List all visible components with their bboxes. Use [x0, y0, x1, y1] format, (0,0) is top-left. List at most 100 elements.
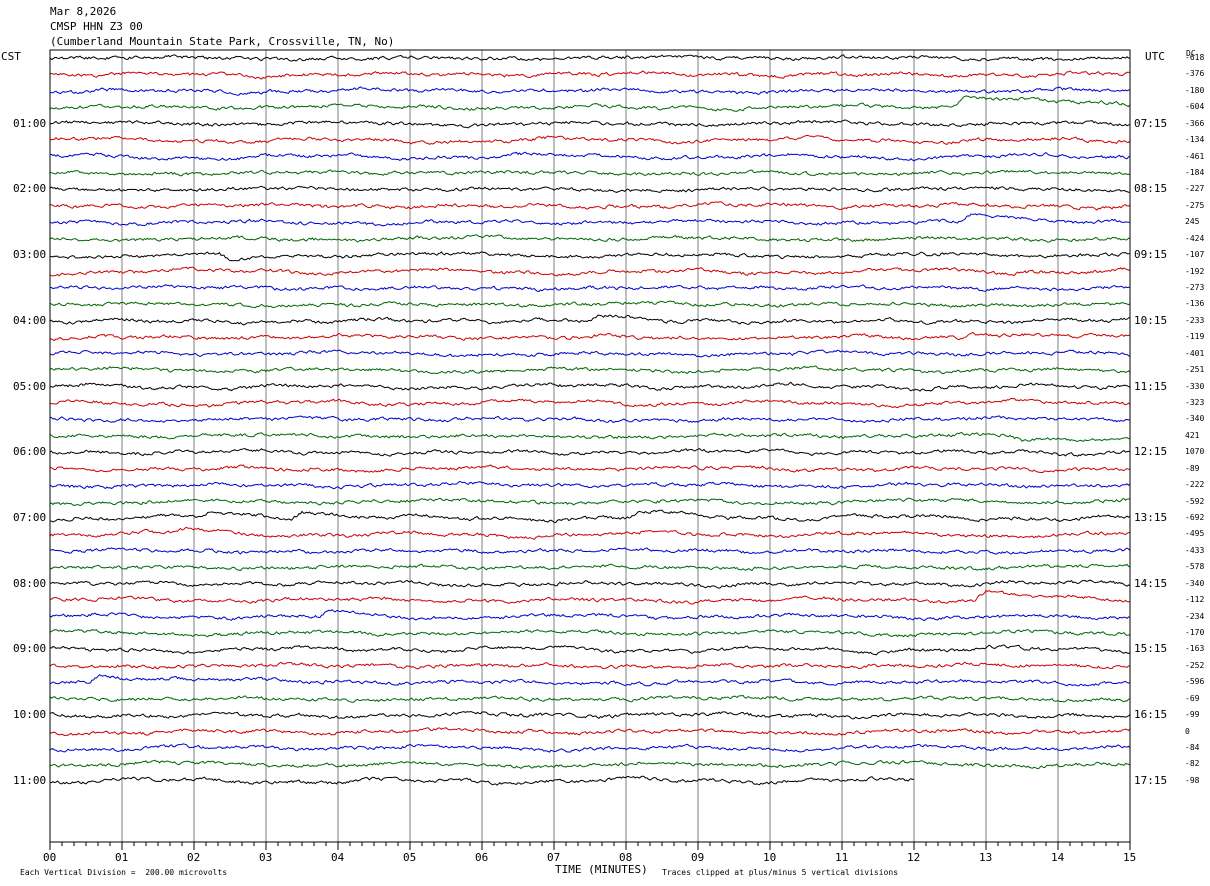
x-tick-label: 09 [691, 851, 705, 864]
trace-row-16 [49, 314, 1131, 326]
trace-row-27 [49, 497, 1131, 507]
dc-offset-label: -424 [1185, 233, 1205, 243]
dc-offset-label: -234 [1185, 611, 1205, 621]
x-tick-label: 04 [331, 851, 345, 864]
dc-offset-label: -252 [1185, 660, 1205, 670]
seismic-traces [49, 54, 1131, 786]
x-tick-label: 14 [1051, 851, 1065, 864]
cst-hour-label: 09:00 [13, 642, 47, 656]
dc-offset-label: -89 [1185, 463, 1200, 473]
utc-hour-label: 14:15 [1134, 576, 1168, 590]
trace-row-12 [49, 251, 1130, 262]
dc-offset-label: -376 [1185, 69, 1205, 79]
cst-hour-label: 08:00 [13, 576, 47, 590]
dc-offset-label: -273 [1185, 283, 1205, 293]
trace-row-0 [49, 54, 1130, 62]
cst-hour-label: 03:00 [13, 248, 47, 262]
trace-row-24 [49, 447, 1131, 457]
dc-offset-label: -366 [1185, 118, 1205, 128]
dc-offset-label: -192 [1185, 266, 1205, 276]
trace-row-35 [49, 628, 1131, 638]
cst-hour-label: 04:00 [13, 313, 47, 327]
dc-offset-label: 1070 [1185, 447, 1205, 457]
dc-offset-label: -340 [1185, 414, 1205, 424]
dc-offset-label: -596 [1185, 677, 1205, 687]
trace-row-9 [49, 201, 1131, 211]
trace-row-41 [49, 727, 1131, 737]
trace-row-2 [49, 86, 1131, 96]
trace-row-39 [49, 694, 1131, 703]
trace-row-22 [49, 415, 1131, 424]
cst-hour-label: 02:00 [13, 182, 47, 196]
right-timezone-label: UTC [1145, 50, 1165, 63]
dc-offset-label: -170 [1185, 628, 1205, 638]
left-timezone-label: CST [1, 50, 21, 63]
dc-offset-label: -433 [1185, 545, 1205, 555]
dc-offset-label: 0 [1185, 726, 1190, 736]
dc-offset-label: -163 [1185, 644, 1205, 654]
trace-row-30 [49, 547, 1131, 555]
x-axis-ticks [49, 842, 1131, 850]
cst-hour-label: 10:00 [13, 708, 47, 722]
dc-offset-label: -184 [1185, 168, 1205, 177]
x-tick-label: 01 [115, 851, 129, 864]
trace-row-5 [49, 134, 1131, 146]
dc-offset-label: -82 [1185, 759, 1200, 769]
trace-row-3 [49, 95, 1131, 112]
dc-offset-label: -604 [1185, 102, 1205, 112]
dc-offset-label: -340 [1185, 578, 1205, 588]
trace-row-13 [49, 266, 1131, 277]
dc-column-header: DC [1186, 49, 1196, 58]
trace-row-43 [49, 759, 1131, 770]
dc-offset-label: -136 [1185, 299, 1205, 309]
dc-offset-label: -134 [1185, 135, 1205, 145]
dc-offset-label: -233 [1185, 315, 1205, 325]
trace-row-40 [49, 711, 1131, 720]
trace-row-20 [50, 381, 1131, 392]
x-tick-label: 07 [547, 851, 561, 864]
trace-row-38 [49, 674, 1131, 687]
trace-row-34 [49, 609, 1131, 622]
x-axis-title: TIME (MINUTES) [555, 863, 648, 876]
trace-row-25 [49, 464, 1131, 474]
trace-row-26 [49, 480, 1131, 490]
trace-row-32 [49, 579, 1131, 589]
utc-hour-label: 16:15 [1134, 708, 1168, 722]
trace-row-29 [49, 526, 1131, 540]
trace-row-21 [49, 397, 1131, 409]
trace-row-11 [49, 234, 1131, 243]
cst-hour-label: 06:00 [13, 445, 47, 459]
dc-offset-label: -618 [1185, 53, 1205, 62]
utc-hour-label: 07:15 [1134, 116, 1168, 130]
dc-offset-label: 245 [1185, 217, 1200, 227]
trace-row-4 [49, 119, 1131, 129]
trace-row-36 [49, 644, 1131, 656]
utc-hour-label: 15:15 [1134, 642, 1168, 656]
dc-offset-label: -227 [1185, 184, 1205, 194]
trace-row-23 [49, 432, 1130, 443]
dc-offset-label: -99 [1185, 710, 1200, 720]
x-tick-label: 00 [43, 851, 57, 864]
trace-row-42 [49, 743, 1131, 753]
dc-offset-label: -222 [1185, 480, 1205, 490]
vertical-division-note: Each Vertical Division = 200.00 microvol… [20, 868, 228, 877]
trace-row-14 [49, 284, 1130, 293]
cst-hour-label: 05:00 [13, 379, 47, 393]
x-tick-label: 03 [259, 851, 273, 864]
trace-row-17 [49, 331, 1131, 342]
station-code: CMSP HHN Z3 00 [50, 20, 143, 33]
trace-row-1 [49, 70, 1131, 80]
x-tick-label: 10 [763, 851, 777, 864]
utc-hour-label: 08:15 [1134, 182, 1168, 196]
x-tick-label: 02 [187, 851, 201, 864]
dc-offset-label: -275 [1185, 200, 1205, 210]
utc-hour-label: 09:15 [1134, 248, 1168, 262]
trace-row-7 [49, 169, 1131, 177]
dc-offset-label: -69 [1185, 693, 1200, 703]
utc-hour-label: 17:15 [1134, 773, 1168, 787]
x-tick-label: 13 [979, 851, 993, 864]
cst-hour-label: 07:00 [13, 511, 47, 525]
dc-offset-label: -461 [1185, 151, 1205, 161]
clip-note: Traces clipped at plus/minus 5 vertical … [662, 868, 899, 877]
utc-hour-label: 10:15 [1134, 313, 1168, 327]
